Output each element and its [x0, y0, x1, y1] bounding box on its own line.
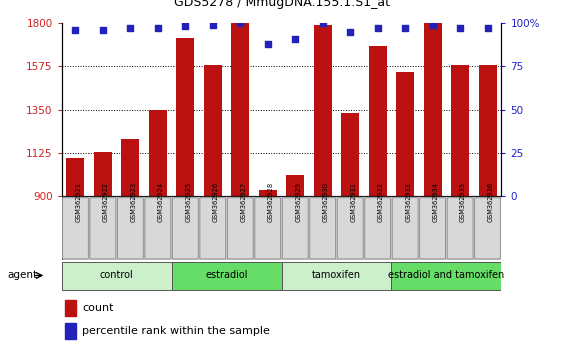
Bar	[396, 72, 414, 196]
Point	[126, 25, 135, 31]
FancyBboxPatch shape	[62, 198, 89, 259]
FancyBboxPatch shape	[447, 198, 473, 259]
Text: GDS5278 / MmugDNA.155.1.S1_at: GDS5278 / MmugDNA.155.1.S1_at	[174, 0, 389, 9]
Text: GSM362930: GSM362930	[323, 182, 329, 222]
FancyBboxPatch shape	[62, 196, 501, 260]
FancyBboxPatch shape	[200, 198, 226, 259]
Bar	[451, 65, 469, 196]
FancyBboxPatch shape	[392, 198, 418, 259]
FancyBboxPatch shape	[172, 198, 198, 259]
Point	[208, 22, 218, 28]
Bar	[122, 139, 139, 196]
Text: control: control	[100, 270, 134, 280]
Bar	[204, 65, 222, 196]
Bar	[231, 23, 249, 196]
Point	[483, 25, 492, 31]
Point	[456, 25, 465, 31]
Bar	[286, 175, 304, 196]
Point	[428, 22, 437, 28]
Bar	[65, 300, 76, 316]
FancyBboxPatch shape	[118, 198, 143, 259]
FancyBboxPatch shape	[62, 262, 171, 290]
FancyBboxPatch shape	[337, 198, 363, 259]
Text: GSM362922: GSM362922	[103, 182, 109, 222]
Text: GSM362926: GSM362926	[213, 182, 219, 222]
Point	[318, 20, 327, 26]
Text: agent: agent	[7, 270, 38, 280]
FancyBboxPatch shape	[227, 198, 253, 259]
Text: GSM362934: GSM362934	[433, 182, 439, 222]
Point	[236, 20, 245, 26]
Point	[71, 27, 80, 33]
Text: estradiol: estradiol	[206, 270, 248, 280]
Text: GSM362931: GSM362931	[350, 182, 356, 222]
Bar	[66, 158, 85, 196]
Text: GSM362936: GSM362936	[488, 182, 493, 222]
Text: GSM362929: GSM362929	[295, 182, 301, 222]
Text: GSM362933: GSM362933	[405, 182, 411, 222]
Bar	[94, 152, 112, 196]
Text: GSM362927: GSM362927	[240, 182, 246, 222]
Text: GSM362932: GSM362932	[377, 182, 384, 222]
Bar	[314, 25, 332, 196]
Bar	[341, 113, 359, 196]
FancyBboxPatch shape	[145, 198, 171, 259]
Point	[263, 41, 272, 47]
Bar	[478, 65, 497, 196]
FancyBboxPatch shape	[310, 198, 336, 259]
Bar	[149, 110, 167, 196]
Point	[373, 25, 382, 31]
Text: GSM362928: GSM362928	[268, 182, 274, 222]
FancyBboxPatch shape	[282, 262, 392, 290]
FancyBboxPatch shape	[365, 198, 391, 259]
FancyBboxPatch shape	[475, 198, 501, 259]
Bar	[65, 323, 76, 338]
Point	[153, 25, 162, 31]
Point	[345, 29, 355, 35]
Text: GSM362924: GSM362924	[158, 182, 164, 222]
Bar	[176, 39, 194, 196]
Text: estradiol and tamoxifen: estradiol and tamoxifen	[388, 270, 505, 280]
Point	[98, 27, 107, 33]
Text: tamoxifen: tamoxifen	[312, 270, 361, 280]
Text: GSM362935: GSM362935	[460, 182, 466, 222]
Text: GSM362923: GSM362923	[130, 182, 136, 222]
FancyBboxPatch shape	[90, 198, 116, 259]
Point	[291, 36, 300, 41]
Text: GSM362925: GSM362925	[186, 182, 191, 222]
Text: count: count	[82, 303, 114, 313]
Point	[181, 24, 190, 29]
Text: percentile rank within the sample: percentile rank within the sample	[82, 326, 270, 336]
Point	[401, 25, 410, 31]
Bar	[259, 190, 277, 196]
Text: GSM362921: GSM362921	[75, 182, 82, 222]
FancyBboxPatch shape	[392, 262, 501, 290]
FancyBboxPatch shape	[171, 262, 282, 290]
Bar	[424, 23, 441, 196]
FancyBboxPatch shape	[282, 198, 308, 259]
FancyBboxPatch shape	[420, 198, 445, 259]
FancyBboxPatch shape	[255, 198, 281, 259]
Bar	[369, 46, 387, 196]
